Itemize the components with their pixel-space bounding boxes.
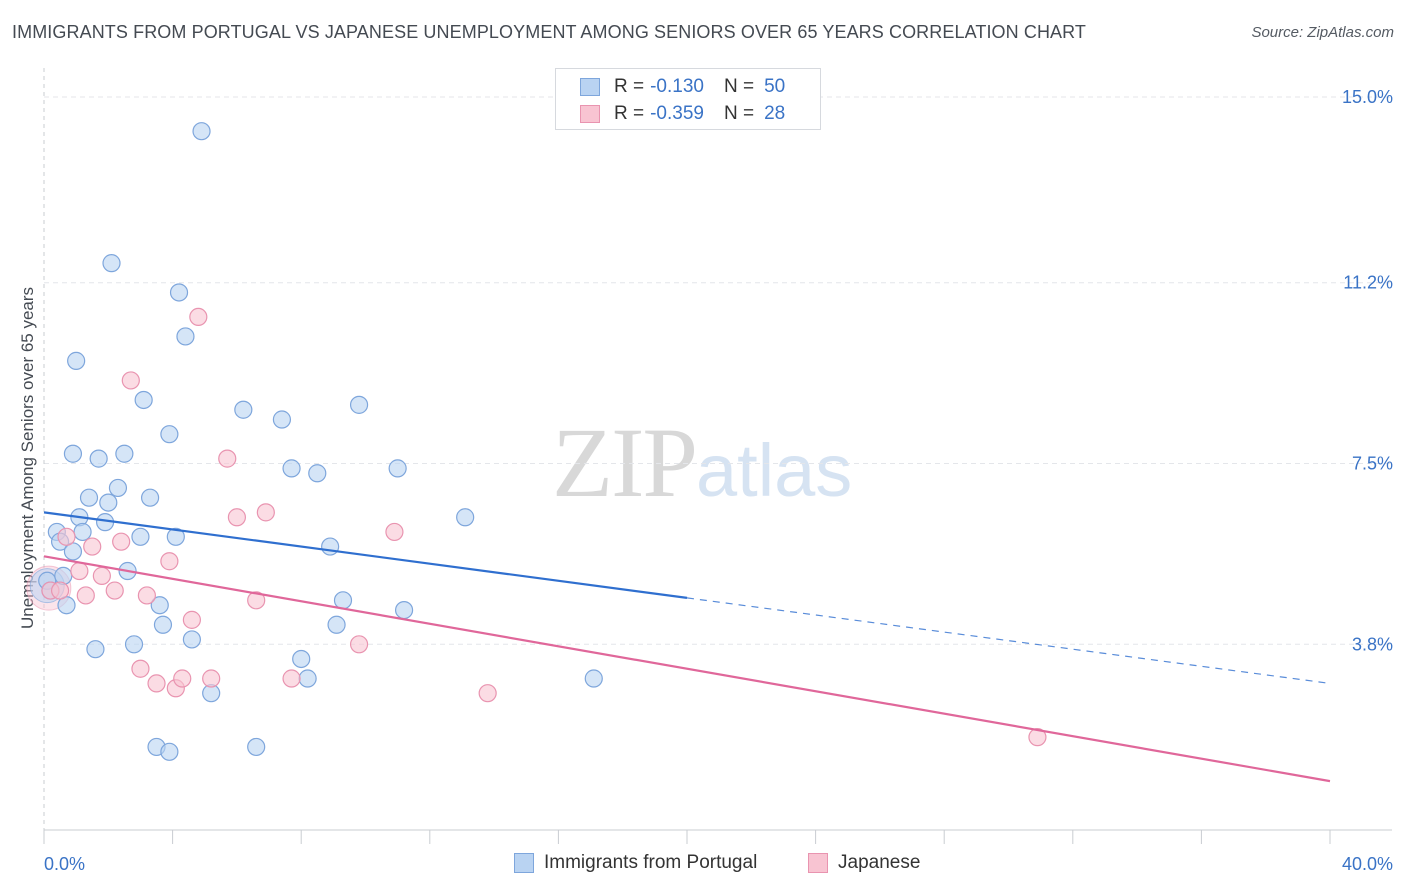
data-point-japanese <box>57 527 76 546</box>
legend-r-value: -0.359 <box>650 103 704 124</box>
x-tick-label-max: 40.0% <box>1342 854 1393 874</box>
zipatlas-watermark: ZIPatlas <box>552 405 852 520</box>
data-point-portugal <box>192 122 211 141</box>
data-point-japanese <box>1028 728 1047 747</box>
y-tick-label: 7.5% <box>1352 454 1393 474</box>
data-point-portugal <box>89 449 108 468</box>
data-point-japanese <box>137 586 156 605</box>
data-point-portugal <box>99 493 118 512</box>
watermark-zip: ZIP <box>552 407 698 518</box>
data-point-portugal <box>63 444 83 463</box>
data-point-portugal <box>150 596 169 615</box>
data-point-portugal <box>176 327 195 346</box>
data-point-portugal <box>388 459 407 478</box>
data-point-portugal <box>86 640 105 659</box>
data-point-portugal <box>234 400 253 419</box>
legend-row-japanese: R = -0.359 N = 28 <box>580 101 785 127</box>
data-point-portugal <box>456 508 475 527</box>
data-point-portugal <box>282 459 301 478</box>
bottom-legend-swatch-pink <box>808 853 828 873</box>
data-point-portugal <box>333 591 353 610</box>
data-point-portugal <box>115 444 134 463</box>
bottom-legend-swatch-blue <box>514 853 534 873</box>
data-point-portugal <box>160 425 179 444</box>
data-point-portugal <box>160 742 179 761</box>
data-point-portugal <box>124 635 144 654</box>
legend-r-label: R = <box>614 76 645 97</box>
legend-row-portugal: R = -0.130 N = 50 <box>580 74 785 100</box>
trendline-portugal <box>43 511 688 599</box>
data-point-japanese <box>121 371 140 390</box>
chart-title: IMMIGRANTS FROM PORTUGAL VS JAPANESE UNE… <box>12 22 1087 42</box>
data-point-portugal <box>153 615 173 634</box>
data-point-portugal <box>182 630 201 649</box>
data-point-japanese <box>478 684 497 703</box>
source-label: Source: ZipAtlas.com <box>1251 24 1394 41</box>
legend-n-label: N = <box>723 76 755 97</box>
data-point-japanese <box>218 449 237 468</box>
data-point-portugal <box>327 615 346 634</box>
data-point-japanese <box>147 674 166 693</box>
legend-swatch-blue <box>580 78 600 96</box>
data-point-japanese <box>83 537 102 556</box>
bottom-legend-portugal: Immigrants from Portugal <box>514 852 757 874</box>
trendline-portugal-extrapolated <box>686 597 1331 684</box>
data-point-japanese <box>50 581 70 600</box>
legend-swatch-pink <box>580 105 600 123</box>
y-tick-label: 3.8% <box>1352 634 1393 654</box>
data-point-japanese <box>131 659 150 678</box>
y-tick-label: 11.2% <box>1343 273 1393 293</box>
data-point-portugal <box>102 254 121 273</box>
data-point-japanese <box>92 566 111 585</box>
data-point-japanese <box>385 522 404 542</box>
data-point-portugal <box>79 488 99 507</box>
bottom-legend-japanese: Japanese <box>808 852 920 874</box>
data-point-portugal <box>140 488 160 507</box>
data-point-japanese <box>76 586 95 605</box>
data-point-portugal <box>54 566 73 585</box>
data-point-japanese <box>112 532 131 551</box>
data-point-portugal <box>272 410 292 429</box>
data-point-portugal <box>169 283 189 302</box>
data-point-japanese <box>173 669 192 688</box>
data-point-japanese <box>202 669 221 688</box>
data-point-japanese <box>256 503 275 522</box>
data-point-portugal <box>584 669 603 688</box>
bottom-legend-label-portugal: Immigrants from Portugal <box>544 852 758 873</box>
x-tick-label-min: 0.0% <box>44 854 85 874</box>
trendline-japanese <box>43 555 1331 783</box>
data-point-portugal <box>108 478 128 498</box>
data-point-portugal <box>73 522 92 542</box>
data-point-portugal <box>349 395 369 414</box>
legend-r-value: -0.130 <box>650 76 704 97</box>
watermark-atlas: atlas <box>696 429 853 512</box>
data-point-japanese <box>349 635 369 654</box>
data-point-japanese <box>182 610 201 629</box>
data-point-portugal <box>131 527 150 546</box>
data-point-portugal <box>394 600 414 620</box>
data-point-portugal <box>321 537 340 556</box>
y-tick-label: 15.0% <box>1342 87 1393 107</box>
data-point-portugal <box>247 737 266 757</box>
data-point-portugal <box>292 649 311 669</box>
data-point-portugal <box>166 527 185 546</box>
data-point-portugal <box>308 464 327 483</box>
legend-n-value: 50 <box>764 76 786 97</box>
data-point-japanese <box>227 508 246 527</box>
data-point-japanese <box>189 307 208 326</box>
data-point-portugal <box>134 390 153 410</box>
data-point-japanese <box>282 669 301 688</box>
legend-r-label: R = <box>614 103 645 124</box>
data-point-japanese <box>160 552 179 571</box>
correlation-legend: R = -0.130 N = 50 R = -0.359 N = 28 <box>555 68 821 130</box>
data-point-japanese <box>70 561 89 581</box>
legend-n-label: N = <box>723 103 755 124</box>
bottom-legend-label-japanese: Japanese <box>838 852 921 873</box>
data-point-japanese <box>247 591 266 610</box>
data-point-portugal <box>67 351 86 370</box>
data-point-portugal <box>298 669 317 688</box>
data-point-japanese <box>105 581 124 600</box>
legend-n-value: 28 <box>764 103 786 124</box>
